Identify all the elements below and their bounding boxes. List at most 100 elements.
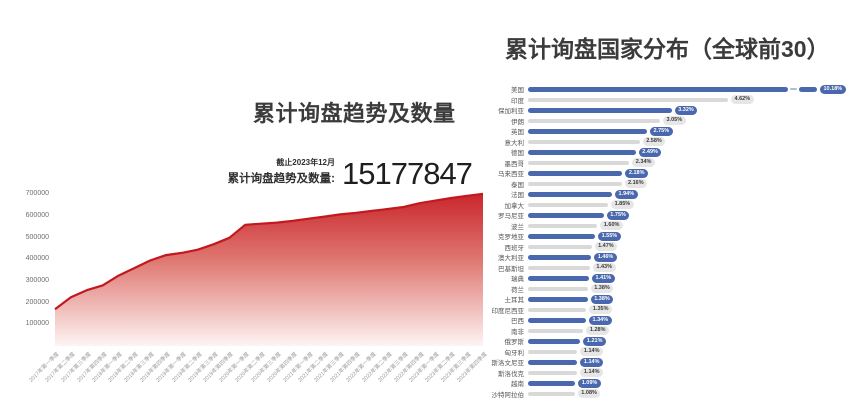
bar-segment (528, 87, 788, 92)
bar-track: 1.38% (528, 294, 614, 304)
area-chart: 100000 200000 300000 400000 500000 600000 7000… (26, 188, 489, 383)
value-badge: 1.21% (583, 336, 606, 346)
bar-row: 克罗地亚 1.55% (480, 231, 852, 242)
bar-row: 瑞典 1.41% (480, 273, 852, 284)
country-bar-chart: 美国 10.18% 印度 4.62% 保加利亚 3.32% 伊朗 3.05% 英国 2.75% 意大… (480, 84, 852, 399)
cumulative-stat: 截止2023年12月 累计询盘趋势及数量: 15177847 (180, 156, 473, 192)
country-label: 南非 (511, 328, 524, 336)
value-badge: 1.47% (594, 242, 618, 252)
bar-segment (799, 87, 817, 92)
bar-track: 1.47% (528, 242, 618, 252)
value-badge: 1.08% (577, 389, 601, 399)
stat-value: 15177847 (342, 156, 473, 192)
bar-segment (528, 328, 584, 333)
value-badge: 1.34% (589, 315, 612, 325)
bar-row: 法国 1.94% (480, 189, 852, 200)
bar-track: 2.75% (528, 126, 673, 136)
country-label: 荷兰 (511, 286, 524, 294)
bar-segment (528, 244, 592, 249)
country-label: 土耳其 (504, 297, 525, 305)
bar-segment (528, 339, 581, 344)
bar-segment (528, 349, 578, 354)
bar-track: 1.46% (528, 252, 617, 262)
value-badge: 2.49% (638, 147, 662, 157)
value-badge: 4.62% (731, 95, 754, 105)
area-fill (55, 193, 483, 346)
bar-segment (528, 297, 588, 302)
value-badge: 1.38% (590, 284, 614, 294)
value-badge: 3.32% (674, 105, 698, 115)
bar-track: 1.85% (528, 200, 634, 210)
country-label: 瑞典 (511, 276, 524, 284)
bar-track: 1.14% (528, 357, 603, 367)
value-badge: 1.38% (590, 294, 614, 304)
bar-track: 2.49% (528, 147, 662, 157)
country-label: 泰国 (511, 181, 524, 189)
bar-segment (528, 108, 672, 113)
value-badge: 1.09% (578, 378, 601, 388)
bar-segment (528, 192, 612, 197)
bar-row: 印度尼西亚 1.35% (480, 305, 852, 316)
bar-segment (528, 97, 728, 102)
country-label: 澳大利亚 (498, 255, 524, 263)
bar-track: 1.38% (528, 284, 614, 294)
country-label: 波兰 (511, 223, 524, 231)
bar-row: 匈牙利 1.14% (480, 347, 852, 358)
bar-segment (528, 276, 589, 281)
bar-track: 1.60% (528, 221, 623, 231)
bar-segment (528, 286, 588, 291)
bar-track: 10.18% (528, 84, 846, 94)
value-badge: 2.34% (632, 158, 655, 168)
bar-row: 荷兰 1.38% (480, 284, 852, 295)
bar-segment (528, 139, 640, 144)
bar-row: 英国 2.75% (480, 126, 852, 137)
value-badge: 1.75% (606, 210, 630, 220)
y-axis-tick-label: 200000 (25, 298, 49, 306)
bar-row: 罗马尼亚 1.75% (480, 210, 852, 221)
bar-track: 1.09% (528, 378, 601, 388)
y-axis-tick-label: 500000 (25, 233, 49, 241)
bar-segment (528, 391, 575, 396)
bar-row: 俄罗斯 1.21% (480, 336, 852, 347)
bar-track: 1.34% (528, 315, 612, 325)
bar-segment (528, 265, 590, 270)
value-badge: 2.16% (624, 179, 648, 189)
bar-row: 土耳其 1.38% (480, 294, 852, 305)
value-badge: 2.18% (625, 168, 648, 178)
bar-row: 马来西亚 2.18% (480, 168, 852, 179)
bar-row: 巴基斯坦 1.43% (480, 263, 852, 274)
value-badge: 2.75% (650, 126, 673, 136)
country-label: 罗马尼亚 (498, 213, 524, 221)
right-chart-title: 累计询盘国家分布（全球前30） (505, 36, 830, 62)
value-badge: 1.43% (592, 263, 616, 273)
bar-segment (528, 150, 636, 155)
bar-segment (528, 129, 647, 134)
value-badge: 1.46% (594, 252, 617, 262)
stat-caption-date: 截止2023年12月 (276, 158, 335, 167)
value-badge: 1.41% (592, 273, 615, 283)
bar-track: 1.75% (528, 210, 630, 220)
bar-track: 4.62% (528, 95, 754, 105)
value-badge: 3.05% (663, 116, 686, 126)
area-chart-svg (54, 192, 484, 346)
y-axis-tick-label: 600000 (25, 212, 49, 220)
bar-track: 2.58% (528, 137, 666, 147)
bar-track: 1.94% (528, 189, 638, 199)
bar-track: 2.16% (528, 179, 648, 189)
bar-segment (528, 370, 578, 375)
country-label: 德国 (511, 150, 524, 158)
country-label: 意大利 (504, 139, 525, 147)
bar-segment (528, 307, 587, 312)
country-label: 英国 (511, 129, 524, 137)
country-label: 匈牙利 (504, 349, 525, 357)
value-badge: 1.94% (615, 189, 638, 199)
bar-segment (528, 202, 609, 207)
bar-row: 墨西哥 2.34% (480, 158, 852, 169)
value-badge: 1.14% (580, 357, 603, 367)
value-badge: 1.14% (580, 368, 603, 378)
bar-segment (528, 118, 660, 123)
country-label: 印度 (511, 97, 524, 105)
bar-track: 2.18% (528, 168, 648, 178)
area-line (54, 192, 484, 311)
axis-break-dash (790, 88, 797, 91)
